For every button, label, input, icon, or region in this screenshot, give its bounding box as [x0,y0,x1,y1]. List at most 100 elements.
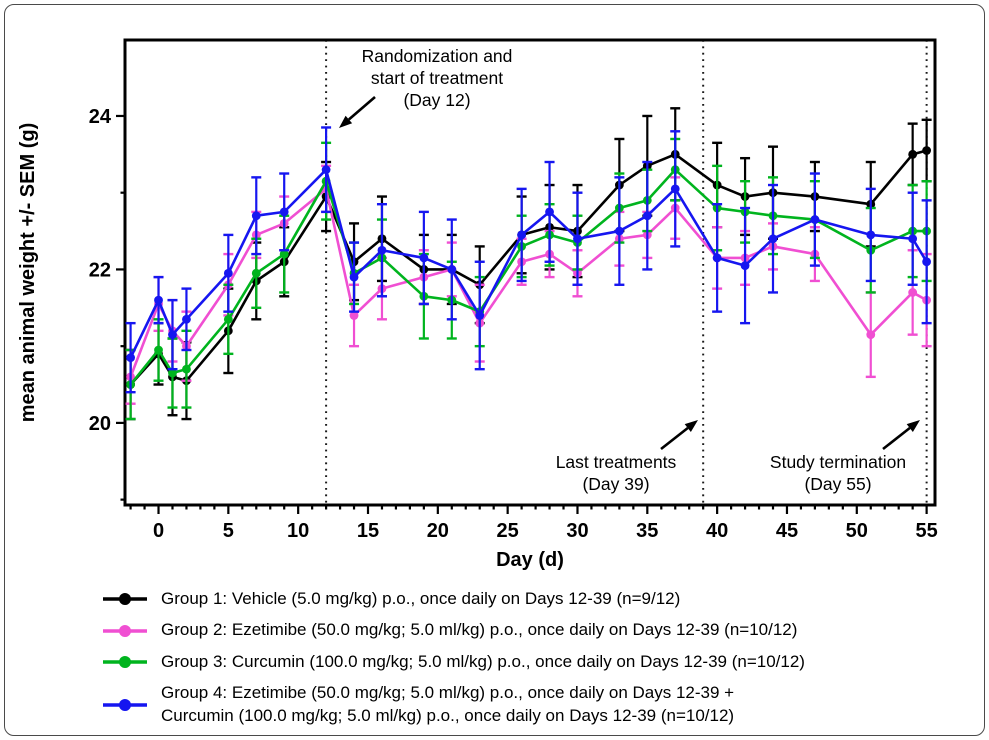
data-point-marker [251,268,261,278]
legend-item-group3: Group 3: Curcumin (100.0 mg/kg; 5.0 ml/k… [102,651,962,673]
data-point-marker [670,184,680,194]
annotation-study-termination: Study termination(Day 55) [770,420,920,494]
legend-marker [119,698,131,711]
arrow-head-icon [906,420,920,432]
group2-line-marker-icon [103,624,147,637]
data-point-marker [349,272,359,282]
x-axis-title: Day (d) [496,549,564,571]
x-tick-label-5: 5 [223,520,234,542]
data-point-marker [349,311,359,320]
arrow-head-icon [684,420,698,432]
annotation-line: Last treatments [556,452,677,472]
data-point-marker [908,234,918,244]
data-point-marker [908,149,918,159]
x-tick-label-50: 50 [846,520,868,542]
x-tick-label-35: 35 [636,520,658,542]
y-axis-title: mean animal weight +/- SEM (g) [17,123,39,423]
data-point-marker [154,345,163,355]
arrow-shaft [660,426,689,451]
annotation-line: Randomization and [362,46,513,66]
legend-item-group4: Group 4: Ezetimibe (50.0 mg/kg; 5.0 ml/k… [102,682,962,727]
series-group-3 [125,137,932,421]
x-tick-label-25: 25 [497,520,519,542]
data-point-marker [168,368,177,378]
legend-item-group1: Group 1: Vehicle (5.0 mg/kg) p.o., once … [102,588,962,610]
x-tick-label-40: 40 [706,520,728,542]
legend-label-group4: Group 4: Ezetimibe (50.0 mg/kg; 5.0 ml/k… [161,682,734,727]
data-point-marker [866,230,876,240]
data-point-marker [182,364,191,374]
data-point-marker [377,245,387,255]
data-point-marker [768,234,778,244]
legend-label-group1: Group 1: Vehicle (5.0 mg/kg) p.o., once … [161,589,681,608]
plot-frame [123,38,937,507]
data-point-marker [223,268,233,278]
x-tick-label-45: 45 [776,520,798,542]
data-point-marker [642,211,652,221]
chart-legend: Group 1: Vehicle (5.0 mg/kg) p.o., once … [102,588,962,736]
annotation-line: (Day 55) [804,474,871,494]
arrow-shaft [348,96,376,121]
annotation-line: (Day 12) [403,90,470,110]
arrow-shaft [882,426,911,451]
series-line [129,187,928,378]
data-point-marker [419,253,429,263]
data-point-marker [126,353,135,363]
x-tick-label-55: 55 [915,520,937,542]
data-point-marker [168,330,177,340]
data-point-marker [475,311,485,320]
y-tick-label-22: 22 [89,259,111,281]
data-point-marker [321,165,331,175]
data-point-marker [251,211,261,221]
legend-item-group2: Group 2: Ezetimibe (50.0 mg/kg; 5.0 ml/k… [102,619,962,641]
data-point-marker [517,230,527,240]
series-group-4 [125,126,932,394]
x-tick-label-15: 15 [357,520,379,542]
x-tick-label-30: 30 [566,520,588,542]
data-point-marker [922,257,932,267]
data-point-marker [740,261,750,270]
data-point-marker [922,146,932,155]
group4-line-marker-icon [103,698,147,711]
arrow-head-icon [339,115,353,128]
data-point-marker [154,295,163,305]
y-tick-label-20: 20 [89,413,111,435]
annotation-line: Study termination [770,452,906,472]
legend-marker [119,593,131,606]
series-line [129,168,928,359]
x-tick-label-10: 10 [287,520,309,542]
data-point-marker [447,265,457,274]
weight-over-time-chart: 0 5 10 15 20 25 30 35 40 45 50 55 20 22 24 Day (d) mean … [17,38,938,571]
x-tick-label-0: 0 [153,520,164,542]
data-point-marker [182,314,191,324]
group3-line-marker-icon [103,656,147,669]
x-tick-label-20: 20 [427,520,449,542]
data-point-marker [908,288,918,297]
data-point-marker [545,207,554,217]
annotation-line: start of treatment [371,68,503,88]
data-point-marker [573,234,582,244]
legend-label-group2: Group 2: Ezetimibe (50.0 mg/kg; 5.0 ml/k… [161,620,798,640]
series-line [129,168,927,386]
series-group-2 [125,164,932,405]
legend-label-group4-line1: Group 4: Ezetimibe (50.0 mg/kg; 5.0 ml/k… [161,683,735,703]
annotation-line: (Day 39) [582,474,649,494]
axis-ticks: 0 5 10 15 20 25 30 35 40 45 50 55 20 22 24 [89,106,938,542]
series-line [129,149,927,386]
data-point-marker [279,249,289,259]
data-point-marker [223,314,233,324]
group1-line-marker-icon [103,593,147,606]
data-point-marker [866,330,876,340]
annotation-last-treatments: Last treatments(Day 39) [556,420,698,494]
y-tick-label-24: 24 [89,106,112,128]
data-point-marker [810,215,820,224]
legend-label-group4-line2: Curcumin (100.0 mg/kg; 5.0 ml/kg) p.o., … [161,705,735,725]
series-group-1 [125,107,932,421]
legend-marker [119,656,131,669]
data-point-marker [614,226,624,236]
legend-label-group3: Group 3: Curcumin (100.0 mg/kg; 5.0 ml/k… [161,651,805,671]
data-point-marker [279,207,289,217]
legend-marker [119,624,131,637]
data-point-marker [712,253,722,263]
